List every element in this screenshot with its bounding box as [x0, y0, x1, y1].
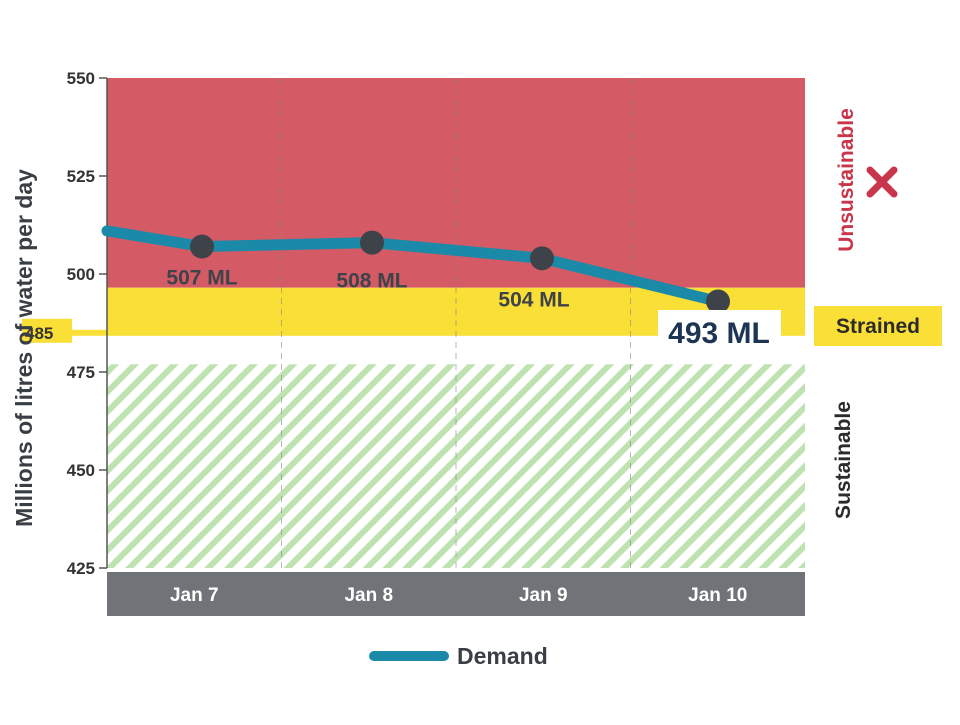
x-tick-label: Jan 7 — [170, 585, 219, 606]
y-tick-label: 425 — [67, 559, 95, 578]
x-tick-label: Jan 10 — [688, 585, 747, 606]
threshold-tag — [22, 318, 72, 343]
data-label: 508 ML — [336, 270, 407, 293]
threshold-label: 485 — [25, 324, 53, 343]
side-label-unsustainable: Unsustainable — [835, 108, 858, 252]
side-strained-tag — [814, 306, 942, 346]
threshold-line — [22, 329, 805, 336]
y-axis-title: Millions of litres of water per day — [11, 169, 37, 527]
cross-icon — [866, 166, 898, 198]
demand-point — [706, 289, 730, 314]
data-label: 504 ML — [498, 288, 569, 311]
x-axis-bar — [107, 572, 805, 616]
y-tick-label: 525 — [67, 167, 95, 186]
demand-point — [530, 246, 554, 271]
data-label-highlight: 493 ML — [668, 317, 770, 350]
demand-point — [190, 234, 214, 259]
y-tick-label: 475 — [67, 363, 95, 382]
legend-label: Demand — [457, 643, 548, 669]
cross-stroke — [866, 166, 898, 198]
y-tick-label: 450 — [67, 461, 95, 480]
y-tick-label: 500 — [67, 265, 95, 284]
demand-point — [360, 230, 384, 255]
side-label-sustainable: Sustainable — [832, 401, 855, 519]
x-tick-label: Jan 8 — [344, 585, 393, 606]
data-label: 507 ML — [166, 267, 237, 290]
y-tick-label: 550 — [67, 69, 95, 88]
x-tick-label: Jan 9 — [519, 585, 568, 606]
data-label-box — [658, 310, 781, 355]
side-label-strained: Strained — [836, 315, 920, 338]
